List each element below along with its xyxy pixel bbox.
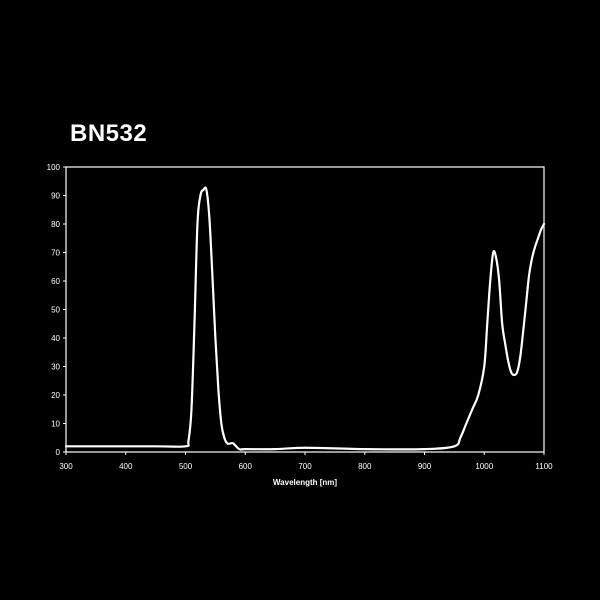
chart-title: BN532 [70, 120, 148, 147]
y-tick-label: 70 [51, 249, 60, 258]
y-tick-label: 60 [51, 277, 60, 286]
x-tick-label: 700 [298, 462, 312, 471]
y-tick-label: 90 [51, 192, 60, 201]
x-tick-label: 1000 [475, 462, 493, 471]
x-axis-ticks: 300 400 500 600 700 800 900 1000 1100 [59, 452, 553, 471]
y-tick-label: 30 [51, 363, 60, 372]
x-axis-label: Wavelength [nm] [273, 478, 337, 487]
x-tick-label: 1100 [535, 462, 553, 471]
y-tick-label: 10 [51, 420, 60, 429]
y-tick-label: 0 [56, 448, 61, 457]
x-tick-label: 800 [358, 462, 372, 471]
y-tick-label: 80 [51, 220, 60, 229]
x-tick-label: 900 [418, 462, 432, 471]
y-tick-label: 40 [51, 334, 60, 343]
y-tick-label: 50 [51, 306, 60, 315]
y-tick-label: 100 [47, 163, 61, 172]
y-tick-label: 20 [51, 391, 60, 400]
x-tick-label: 600 [239, 462, 253, 471]
y-axis-ticks: 0 10 20 30 40 50 60 70 80 90 100 [47, 163, 66, 457]
x-tick-label: 300 [59, 462, 73, 471]
x-tick-label: 400 [119, 462, 133, 471]
transmission-curve [64, 186, 546, 451]
x-tick-label: 500 [179, 462, 193, 471]
